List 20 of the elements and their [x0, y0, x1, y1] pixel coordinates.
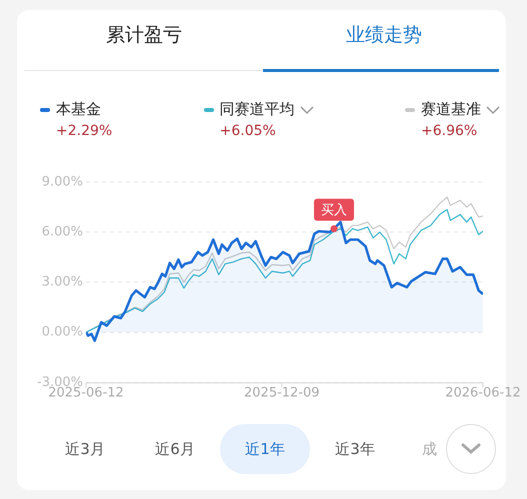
text: 近3月 — [64, 439, 106, 460]
text: 近6月 — [154, 439, 196, 460]
text: 成 — [421, 439, 438, 460]
legend-label: 本基金 — [55, 100, 101, 119]
text: 近1年 — [220, 424, 310, 474]
y-tick-label: 9.00% — [42, 174, 83, 190]
annotation: 买入 — [320, 203, 347, 218]
y-tick-label: 0.00% — [42, 324, 83, 340]
text: 近3年 — [334, 439, 376, 460]
legend-label: 同赛道平均 — [218, 100, 296, 119]
text: +2.29% — [56, 123, 112, 139]
y-tick-label: 6.00% — [42, 224, 83, 240]
text: 累计盈亏 — [105, 23, 183, 48]
y-tick-label: 3.00% — [42, 274, 83, 290]
x-tick-label: 2026-06-12 — [445, 386, 521, 401]
text: 业绩走势 — [345, 23, 423, 48]
text: +6.05% — [220, 123, 276, 139]
x-tick-label: 2025-12-09 — [244, 386, 320, 401]
legend-label: 赛道基准 — [420, 100, 482, 119]
text: +6.96% — [421, 123, 478, 139]
